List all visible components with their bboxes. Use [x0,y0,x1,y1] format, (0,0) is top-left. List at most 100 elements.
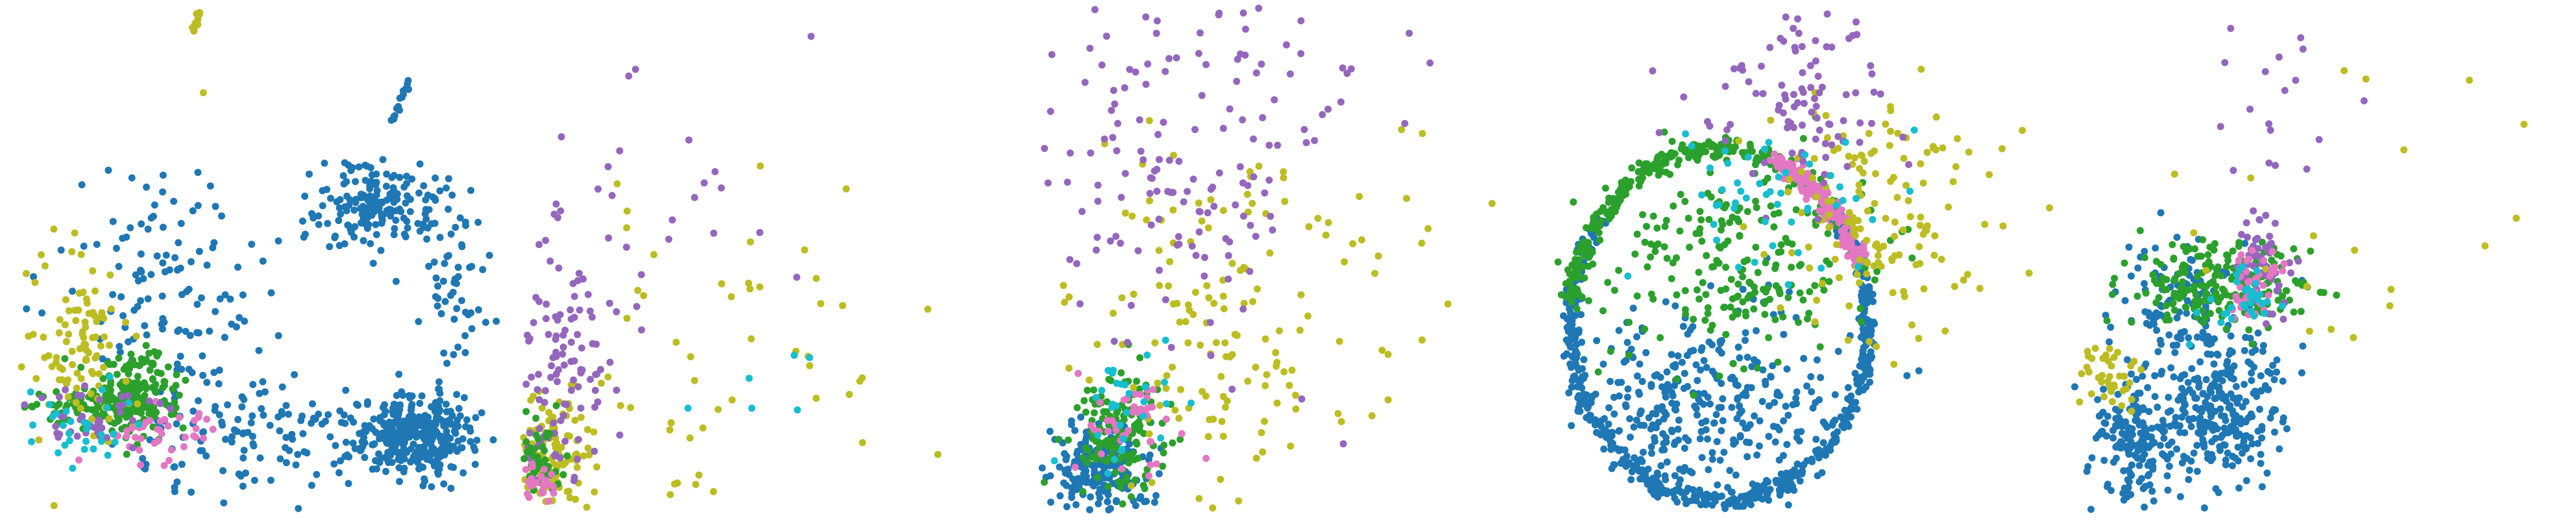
data-point [1818,199,1826,207]
data-point [687,353,694,361]
data-point [1160,118,1167,126]
data-point [593,370,601,378]
data-point [128,417,136,424]
data-point [174,327,182,335]
data-point [1729,360,1737,367]
data-point [434,282,442,290]
data-point [30,273,38,280]
data-point [1566,335,1574,343]
data-point [2134,264,2142,272]
data-point [1723,126,1731,134]
data-point [1856,138,1864,146]
data-point [684,404,692,412]
data-point [1625,351,1633,359]
data-point [1067,421,1075,428]
data-point [55,376,63,384]
data-point [193,301,201,308]
data-point [1636,466,1644,474]
data-point [1923,149,1931,156]
data-point [274,332,282,339]
data-point [59,421,67,429]
data-point [2222,456,2230,464]
data-point [199,371,207,379]
data-point [1568,384,1575,391]
data-point [78,181,86,189]
data-point [1092,393,1100,401]
data-point [559,331,567,339]
data-point [1276,327,1283,335]
data-point [126,411,134,419]
data-point [1795,29,1803,37]
data-point [151,201,158,209]
data-point [2149,458,2157,465]
data-point [1715,259,1723,267]
data-point [1287,70,1294,78]
data-point [429,403,437,411]
data-point [23,305,30,313]
data-point [1580,356,1588,364]
data-point [1775,249,1782,256]
data-point [2151,372,2159,380]
data-point [1915,243,1923,251]
data-point [454,343,462,351]
data-point [1771,265,1779,273]
data-point [1784,294,1792,301]
data-point [382,182,390,190]
data-point [1824,197,1832,205]
data-point [136,384,144,391]
data-point [443,184,450,192]
data-point [1820,286,1828,294]
data-point [1296,327,1304,334]
data-point [1845,302,1853,310]
data-point [98,424,106,432]
data-point [337,457,345,465]
data-point [369,441,377,449]
data-point [1804,243,1812,251]
data-point [2117,438,2124,445]
data-point [421,412,429,419]
data-point [422,215,430,223]
data-point [1090,463,1098,471]
data-point [529,482,537,489]
data-point [249,380,257,388]
data-point [456,412,464,420]
data-point [1080,397,1088,404]
data-point [1222,403,1229,411]
data-point [1617,460,1625,467]
data-point [1266,249,1274,257]
data-point [2247,455,2255,463]
data-point [1700,389,1708,397]
data-point [369,260,377,267]
data-point [340,411,348,419]
data-point [1601,426,1609,434]
data-point [1047,499,1054,506]
data-point [332,441,339,449]
series-purple-12 [21,382,175,452]
data-point [437,310,445,317]
data-point [1690,391,1697,399]
data-point [1073,404,1081,412]
data-point [2150,317,2157,325]
data-point [1079,487,1087,495]
data-point [1180,198,1187,206]
data-point [2299,342,2307,350]
data-point [1806,288,1814,295]
data-point [1638,378,1646,386]
data-point [1143,351,1151,359]
data-point [299,217,306,225]
data-point [409,427,417,435]
data-point [387,451,395,459]
data-point [1877,90,1884,98]
data-point [1169,364,1176,371]
data-point [109,291,117,299]
data-point [1204,209,1211,217]
data-point [2190,282,2198,290]
data-point [219,467,227,475]
data-point [1647,290,1655,298]
data-point [1742,336,1749,344]
data-point [1086,506,1093,513]
data-point [437,438,445,445]
data-point [1766,486,1774,493]
data-point [541,399,548,406]
data-point [180,443,188,450]
